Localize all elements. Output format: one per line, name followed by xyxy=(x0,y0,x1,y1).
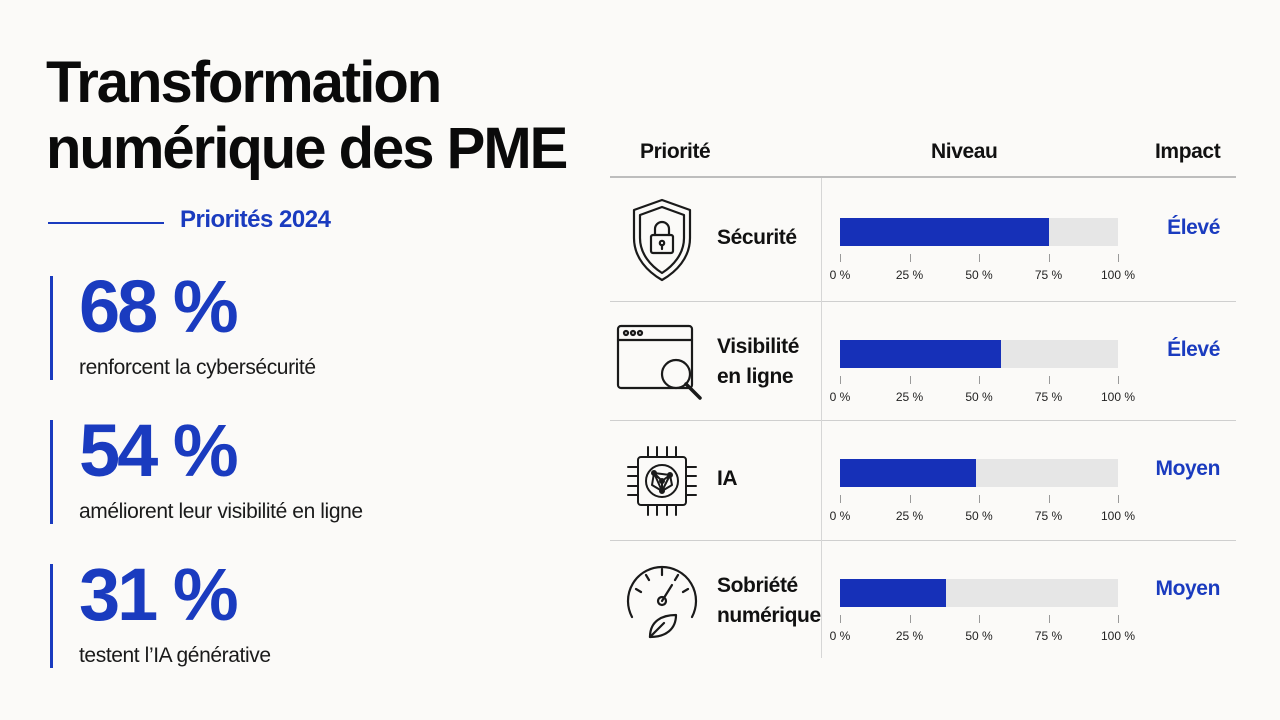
tick-mark xyxy=(1048,495,1050,503)
tick-mark xyxy=(909,254,911,262)
tick-label: 0 % xyxy=(829,509,851,523)
tick-mark xyxy=(840,615,841,623)
stat-label: testent l’IA générative xyxy=(79,644,271,667)
x-axis: 0 % 25 % 50 % 75 % 100 % xyxy=(830,254,1135,284)
bar xyxy=(840,579,946,607)
x-axis: 0 % 25 % 50 % 75 % 100 % xyxy=(830,615,1135,645)
bar-track xyxy=(840,459,1118,487)
tick-label: 100 % xyxy=(1100,268,1136,282)
impact-label: Moyen xyxy=(1155,577,1220,600)
bar xyxy=(840,459,977,487)
tick-mark xyxy=(979,254,980,262)
header-priority: Priorité xyxy=(640,140,711,163)
tick-mark xyxy=(840,495,841,503)
impact-label: Élevé xyxy=(1167,338,1220,361)
shield-lock-icon xyxy=(616,194,708,286)
tick-label: 25 % xyxy=(895,629,924,643)
tick-mark xyxy=(1048,376,1050,384)
tick-mark xyxy=(1048,615,1050,623)
category-label-line: numérique xyxy=(717,604,821,627)
tick-label: 50 % xyxy=(965,268,993,282)
stat-visibility: 54 % améliorent leur visibilité en ligne xyxy=(50,409,573,524)
tick-label: 100 % xyxy=(1100,390,1136,404)
tick-label: 0 % xyxy=(829,629,851,643)
subtitle: Priorités 2024 xyxy=(180,206,331,233)
tick-label: 0 % xyxy=(829,268,851,282)
tick-label: 100 % xyxy=(1100,509,1136,523)
tick-label: 75 % xyxy=(1034,629,1063,643)
tick-label: 50 % xyxy=(965,629,993,643)
tick-label: 75 % xyxy=(1034,268,1063,282)
bar-track xyxy=(840,218,1118,246)
gauge-leaf-icon xyxy=(616,555,708,647)
tick-mark xyxy=(909,376,911,384)
tick-label: 25 % xyxy=(895,509,924,523)
tick-mark xyxy=(1048,254,1050,262)
ai-chip-icon xyxy=(616,435,708,527)
category-label: Visibilité en ligne xyxy=(717,332,799,392)
category-label: Sécurité xyxy=(717,223,797,253)
stat-value: 54 % xyxy=(79,409,239,492)
tick-mark xyxy=(840,376,841,384)
stat-label: renforcent la cybersécurité xyxy=(79,356,316,379)
category-label-line: Sobriété xyxy=(717,574,798,597)
tick-mark xyxy=(979,376,980,384)
column-divider xyxy=(821,178,822,658)
header-level: Niveau xyxy=(931,140,998,163)
category-label-line: Sécurité xyxy=(717,226,797,249)
priority-row: Visibilité en ligne 0 % 25 % 50 % 75 % 100 % Él… xyxy=(610,302,1236,422)
category-label-line: en ligne xyxy=(717,365,794,388)
bar xyxy=(840,218,1049,246)
page-title: Transformation numérique des PME xyxy=(46,50,568,181)
tick-mark xyxy=(909,495,911,503)
tick-mark xyxy=(840,254,841,262)
stat-value: 68 % xyxy=(79,265,239,348)
tick-mark xyxy=(1118,615,1119,623)
stat-label: améliorent leur visibilité en ligne xyxy=(79,500,363,523)
tick-label: 0 % xyxy=(829,390,851,404)
category-label-line: Visibilité xyxy=(717,335,799,358)
tick-label: 75 % xyxy=(1034,390,1063,404)
priority-row: IA 0 % 25 % 50 % 75 % 100 % Moyen xyxy=(610,421,1236,541)
bar xyxy=(840,340,1002,368)
tick-label: 25 % xyxy=(895,268,924,282)
header-impact: Impact xyxy=(1155,140,1221,163)
tick-mark xyxy=(1118,495,1119,503)
tick-mark xyxy=(1118,254,1119,262)
x-axis: 0 % 25 % 50 % 75 % 100 % xyxy=(830,376,1135,406)
tick-label: 50 % xyxy=(965,390,993,404)
impact-label: Moyen xyxy=(1155,457,1220,480)
tick-label: 50 % xyxy=(965,509,993,523)
category-label: Sobriété numérique xyxy=(717,571,821,631)
bar-track xyxy=(840,579,1118,607)
tick-mark xyxy=(979,495,980,503)
tick-mark xyxy=(909,615,911,623)
row-divider xyxy=(610,540,1236,541)
tick-label: 100 % xyxy=(1100,629,1136,643)
x-axis: 0 % 25 % 50 % 75 % 100 % xyxy=(830,495,1135,525)
row-divider xyxy=(610,420,1236,421)
priority-row: Sobriété numérique 0 % 25 % 50 % 75 % 100 % Moy… xyxy=(610,541,1236,661)
tick-label: 25 % xyxy=(895,390,924,404)
tick-mark xyxy=(979,615,980,623)
priority-row: Sécurité 0 % 25 % 50 % 75 % 100 % Élevé xyxy=(610,180,1236,300)
stat-generative-ai: 31 % testent l’IA générative xyxy=(50,553,573,668)
category-label: IA xyxy=(717,464,738,494)
category-label-line: IA xyxy=(717,467,738,490)
header-divider xyxy=(610,176,1236,178)
browser-search-icon xyxy=(616,316,708,408)
impact-label: Élevé xyxy=(1167,216,1220,239)
stat-cybersecurity: 68 % renforcent la cybersécurité xyxy=(50,265,573,380)
row-divider xyxy=(610,301,1236,302)
tick-mark xyxy=(1118,376,1119,384)
subtitle-rule xyxy=(48,222,164,224)
tick-label: 75 % xyxy=(1034,509,1063,523)
stat-value: 31 % xyxy=(79,553,239,636)
bar-track xyxy=(840,340,1118,368)
